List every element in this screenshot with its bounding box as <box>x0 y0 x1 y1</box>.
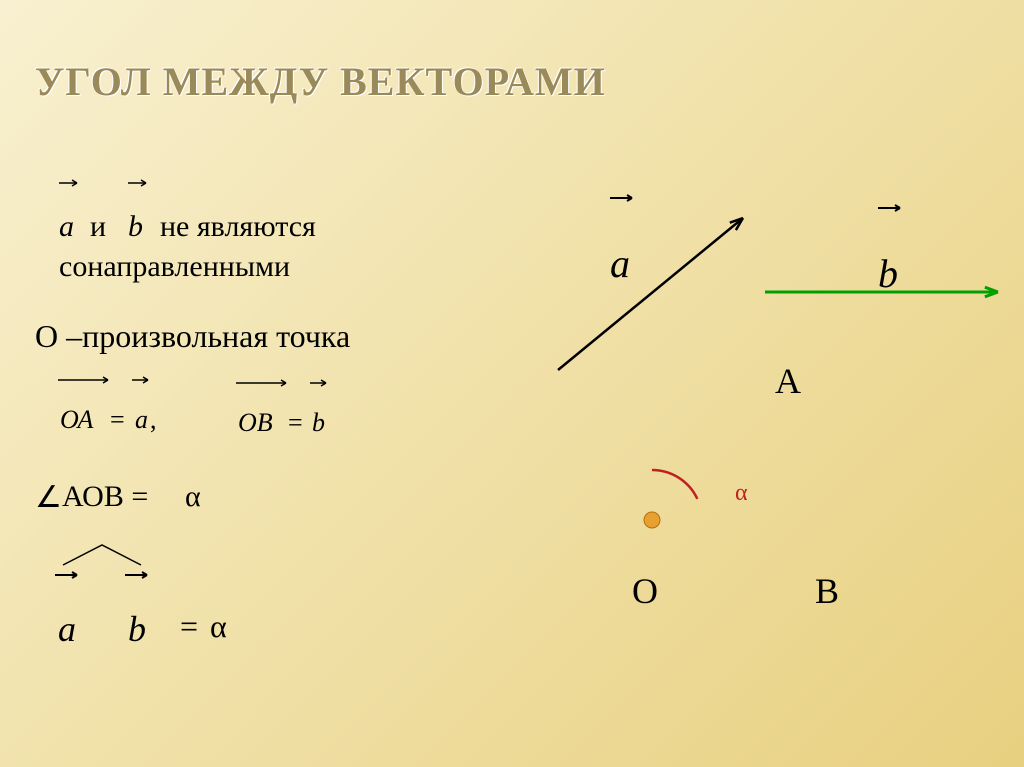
vector-diagram <box>0 0 1024 767</box>
